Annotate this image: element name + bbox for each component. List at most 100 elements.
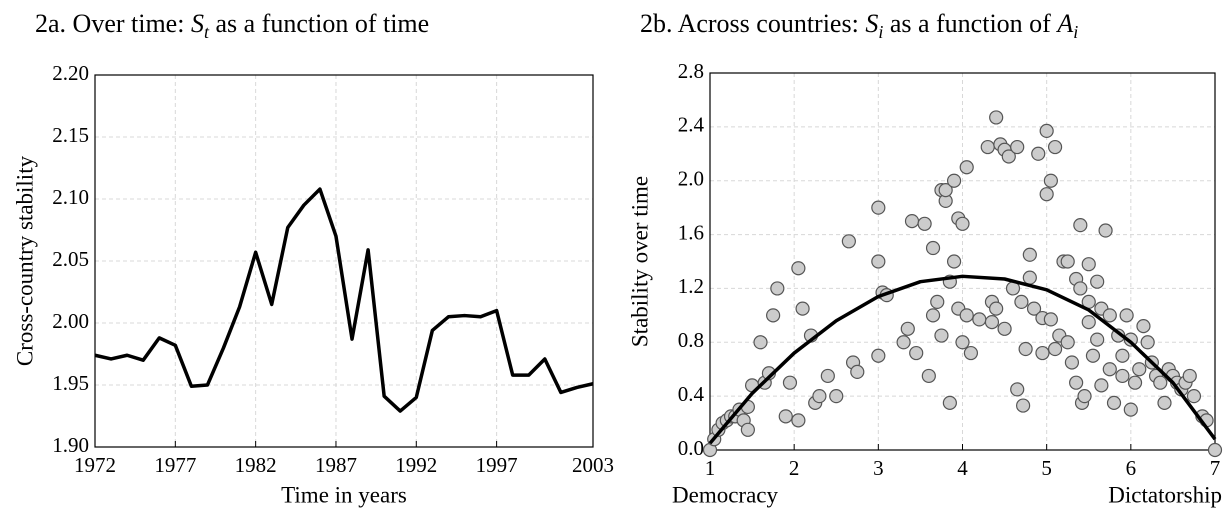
scatter-point — [963, 345, 979, 361]
y-tick-label: 0.8 — [678, 328, 704, 352]
y-tick-label: 1.95 — [52, 371, 89, 395]
title-part: as a function of time — [209, 9, 429, 38]
scatter-point — [850, 364, 865, 380]
scatter-point — [1153, 375, 1168, 390]
y-tick-label: 1.2 — [678, 274, 704, 298]
scatter-point — [753, 335, 768, 350]
scatter-point — [871, 200, 886, 215]
x-tick-label: 1992 — [395, 453, 437, 477]
scatter-point — [1127, 375, 1143, 390]
scatter-point — [1031, 146, 1046, 161]
scatter-point — [1069, 375, 1084, 390]
scatter-point — [1014, 294, 1029, 309]
scatter-point — [1035, 345, 1050, 361]
annotation: Democracy — [672, 482, 778, 507]
scatter-point — [925, 240, 941, 256]
x-tick-label: 1982 — [235, 453, 277, 477]
scatter-point — [900, 321, 915, 336]
scatter-point — [1039, 123, 1054, 138]
scatter-point — [1022, 247, 1037, 262]
x-tick-label: 7 — [1210, 456, 1221, 480]
scatter-point — [1132, 362, 1147, 377]
scatter-point — [1064, 355, 1080, 370]
scatter-point — [938, 183, 953, 198]
data-line — [94, 187, 594, 413]
x-axis-label: Time in years — [281, 482, 407, 507]
title-part: i — [1073, 22, 1078, 42]
title-part: i — [878, 22, 883, 42]
scatter-point — [1102, 362, 1117, 377]
scatter-point — [917, 216, 932, 231]
scatter-point — [766, 308, 781, 323]
title-part: S — [191, 9, 204, 38]
y-tick-label: 2.10 — [52, 185, 89, 209]
scatter-point — [812, 389, 827, 404]
scatter-point — [1073, 281, 1088, 296]
x-tick-label: 2003 — [572, 453, 614, 477]
title-part: as a function of — [883, 9, 1057, 38]
scatter-point — [1010, 139, 1025, 155]
scatter-point — [1098, 223, 1113, 238]
scatter-point — [829, 389, 844, 404]
x-tick-label: 1987 — [315, 453, 357, 477]
scatter-point — [1090, 332, 1105, 347]
scatter-point — [871, 348, 886, 363]
x-tick-label: 1997 — [476, 453, 518, 477]
scatter-point — [1043, 173, 1058, 188]
scatter-point — [989, 301, 1004, 316]
scatter-point — [909, 345, 924, 361]
scatter-point — [1060, 254, 1075, 269]
scatter-point — [1094, 378, 1109, 393]
scatter-point — [946, 173, 962, 188]
scatter-point — [1140, 335, 1155, 350]
y-tick-label: 2.8 — [678, 59, 704, 83]
scatter-point — [1010, 382, 1025, 397]
scatter-point — [778, 409, 793, 424]
scatter-point — [1077, 389, 1092, 404]
scatter-point — [984, 314, 1000, 330]
chart-title: 2b. Across countries: Si as a function o… — [640, 9, 1078, 42]
scatter-point — [1106, 395, 1122, 410]
y-axis-label: Cross-country stability — [12, 155, 37, 366]
scatter-point — [896, 335, 911, 350]
scatter-point — [1115, 348, 1130, 363]
scatter-point — [1186, 389, 1202, 404]
scatter-point — [934, 328, 949, 343]
x-tick-label: 2 — [789, 456, 800, 480]
scatter-point — [1119, 308, 1134, 323]
y-tick-label: 0.4 — [678, 382, 705, 406]
scatter-point — [871, 254, 886, 269]
y-tick-label: 2.20 — [52, 61, 89, 85]
y-tick-label: 1.6 — [678, 220, 704, 244]
plot-frame — [709, 72, 1216, 451]
scatter-point — [955, 335, 970, 350]
y-tick-label: 2.00 — [52, 309, 89, 333]
scatter-point — [1047, 139, 1063, 155]
scatter-point — [1022, 270, 1037, 285]
x-tick-label: 5 — [1041, 456, 1052, 480]
scatter-point — [1123, 332, 1138, 347]
annotation: Dictatorship — [1108, 482, 1222, 507]
scatter-point — [1123, 402, 1138, 417]
title-part: t — [204, 22, 210, 42]
scatter-point — [1090, 274, 1105, 289]
plot-frame — [94, 74, 594, 448]
x-tick-label: 3 — [873, 456, 884, 480]
y-tick-label: 2.15 — [52, 123, 89, 147]
scatter-point — [997, 321, 1012, 336]
scatter-point — [1081, 257, 1096, 272]
scatter-point — [942, 395, 957, 410]
x-tick-label: 1 — [705, 456, 716, 480]
scatter-point — [1157, 395, 1172, 410]
scatter-point — [1026, 301, 1042, 316]
scatter-point — [989, 110, 1004, 125]
y-tick-label: 2.05 — [52, 247, 89, 271]
scatter-point — [782, 375, 798, 390]
scatter-point — [1060, 335, 1075, 350]
title-part: S — [865, 9, 878, 38]
scatter-point — [1018, 341, 1033, 357]
scatter-point — [770, 281, 785, 296]
scatter-point — [1015, 398, 1031, 413]
scatter-point — [955, 216, 970, 231]
